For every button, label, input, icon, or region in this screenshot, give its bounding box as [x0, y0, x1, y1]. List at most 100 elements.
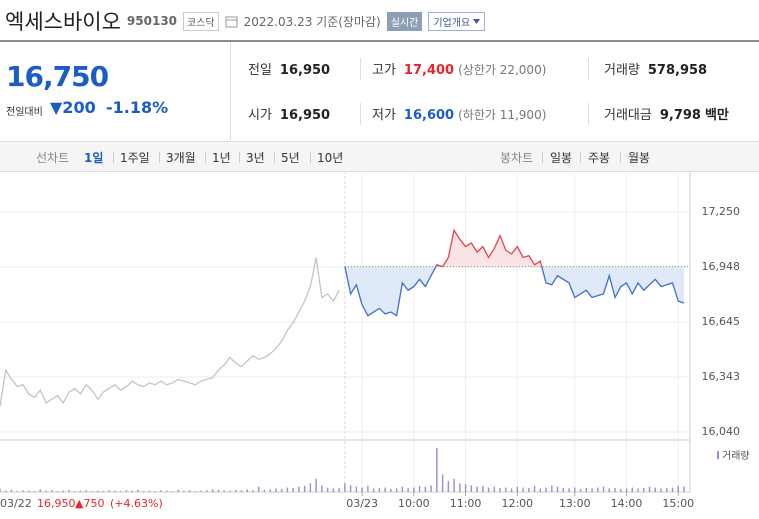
volume-bar — [424, 486, 427, 492]
volume-bar — [240, 490, 243, 492]
volume-bar — [326, 487, 329, 492]
candle-tab[interactable]: 주봉 — [588, 151, 611, 165]
volume-bar — [309, 483, 312, 492]
period-tab[interactable]: 10년 — [317, 151, 344, 165]
volume-bar — [539, 488, 542, 492]
period-tab[interactable]: 3년 — [246, 151, 265, 165]
volume-bar — [223, 490, 225, 492]
volume-bar — [608, 488, 610, 492]
y-tick-label: 16,645 — [702, 315, 741, 328]
volume-bar — [74, 491, 76, 492]
volume-bar — [22, 490, 24, 492]
volume-bar — [418, 485, 421, 492]
tab-separator — [159, 152, 160, 163]
volume-bar — [298, 486, 300, 492]
volume-bar — [234, 489, 237, 492]
volume-bar — [344, 483, 346, 492]
area-down — [344, 266, 684, 316]
chart-tabs: 선차트 1일 1주일 3개월 1년 3년 5년 10년 봉차트 일봉 주봉 월봉 — [0, 141, 759, 172]
volume-bar — [33, 491, 36, 492]
volume-bar — [142, 491, 145, 492]
header: 엑세스바이오 950130 코스닥 2022.03.23 기준(장마감) 실시간… — [5, 6, 486, 36]
stat-label: 시가 — [248, 108, 272, 123]
volume-bar — [545, 487, 547, 492]
volume-bar — [120, 491, 122, 492]
stat-label: 전일 — [248, 63, 272, 78]
volume-bar — [505, 487, 507, 492]
stat-note: (하한가 11,900) — [458, 108, 547, 122]
volume-bar — [217, 489, 220, 492]
period-tab[interactable]: 1주일 — [120, 151, 150, 165]
tab-separator — [113, 152, 114, 163]
volume-bar — [269, 489, 271, 492]
current-price: 16,750 — [6, 60, 109, 93]
volume-bar — [303, 485, 306, 492]
x-tick-label: 12:00 — [501, 497, 533, 510]
dropdown-arrow — [473, 18, 481, 24]
stat-unit: 백만 — [704, 108, 729, 123]
volume-bar — [436, 448, 438, 492]
x-tick-label: 10:00 — [398, 497, 430, 510]
volume-bar — [666, 488, 668, 492]
volume-bar — [39, 489, 41, 492]
stat-note: (상한가 22,000) — [458, 63, 547, 77]
divider — [588, 103, 589, 125]
volume-bar — [16, 491, 18, 492]
volume-bar — [349, 485, 352, 492]
volume-bar — [252, 490, 254, 492]
period-tab[interactable]: 5년 — [281, 151, 300, 165]
volume-bar — [476, 486, 478, 492]
volume-bar — [200, 490, 202, 492]
volume-bar — [683, 486, 685, 492]
volume-bar — [516, 486, 519, 492]
stat-label: 저가 — [372, 108, 396, 123]
tab-label: 봉차트 — [500, 151, 534, 165]
volume-bar — [367, 485, 369, 492]
volume-bar — [585, 488, 587, 492]
x-tick-label: 03/23 — [346, 497, 378, 510]
stat-value: 16,950 — [279, 63, 331, 78]
company-dropdown[interactable]: 기업개요 — [428, 11, 486, 31]
volume-bar — [68, 489, 70, 492]
volume-legend-swatch — [717, 451, 719, 459]
y-tick-label: 16,948 — [702, 260, 741, 273]
market-badge: 코스닥 — [183, 11, 219, 31]
footer-rate: (+4.63%) — [110, 497, 163, 510]
volume-bar — [257, 486, 260, 492]
period-tab[interactable]: 1년 — [212, 151, 231, 165]
realtime-button[interactable]: 실시간 — [386, 11, 423, 31]
volume-bar — [574, 487, 576, 492]
volume-bar — [246, 489, 248, 492]
stat-label: 거래대금 — [604, 108, 652, 123]
dropdown-label: 기업개요 — [433, 17, 471, 29]
x-tick-label: 15:00 — [662, 497, 694, 510]
footer-date: 03/22 — [0, 497, 32, 510]
volume-bar — [154, 491, 156, 492]
volume-bar — [51, 490, 53, 492]
volume-bar — [5, 490, 7, 492]
volume-bar — [28, 490, 30, 492]
tab-separator — [620, 152, 621, 163]
volume-bar — [177, 489, 179, 492]
candle-tab[interactable]: 월봉 — [628, 151, 651, 165]
volume-bar — [441, 474, 444, 492]
volume-legend: 거래량 — [722, 450, 750, 462]
volume-bar — [194, 491, 197, 492]
calendar-icon — [225, 16, 238, 27]
period-tab[interactable]: 3개월 — [166, 151, 196, 165]
x-tick-label: 14:00 — [611, 497, 643, 510]
volume-bar — [62, 490, 64, 492]
volume-bar — [643, 488, 645, 492]
volume-bar — [102, 491, 105, 492]
stat-item: 고가 17,400 (상한가 22,000) — [372, 59, 546, 78]
tab-label: 선차트 — [36, 151, 70, 165]
volume-bar — [459, 483, 461, 492]
x-tick-label: 13:00 — [559, 497, 591, 510]
period-tab[interactable]: 1일 — [84, 151, 104, 165]
candle-tab[interactable]: 일봉 — [550, 151, 573, 165]
date: 2022.03.23 기준(장마감) — [243, 14, 381, 29]
volume-bar — [562, 488, 564, 492]
volume-bar — [453, 478, 455, 492]
volume-bar — [79, 490, 82, 492]
